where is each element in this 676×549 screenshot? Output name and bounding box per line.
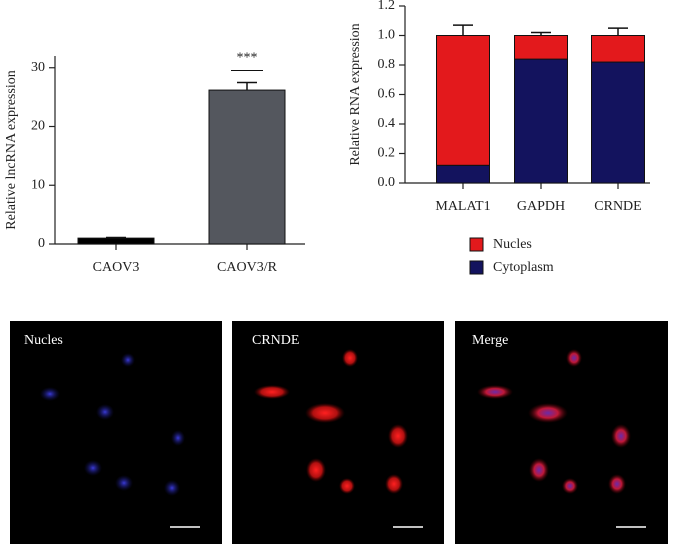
bar-segment — [436, 164, 490, 184]
y-tick-label: 0.8 — [378, 57, 396, 72]
legend-label: Nucles — [493, 237, 532, 252]
y-tick-label: 30 — [31, 60, 45, 75]
y-axis-label: Relative RNA expression — [348, 23, 363, 165]
y-tick-label: 1.0 — [378, 28, 396, 43]
bar — [77, 237, 155, 245]
y-tick-label: 10 — [31, 177, 45, 192]
x-tick-label: CRNDE — [594, 199, 641, 214]
x-tick-label: GAPDH — [517, 199, 565, 214]
x-tick-label: MALAT1 — [435, 199, 490, 214]
x-tick-label: CAOV3/R — [217, 260, 278, 275]
y-tick-label: 0.6 — [378, 87, 396, 102]
y-tick-label: 0.2 — [378, 146, 396, 161]
y-tick-label: 20 — [31, 119, 45, 134]
bar-segment — [591, 61, 645, 184]
panel-crnde: CRNDE — [232, 321, 444, 544]
panel-nucles: Nucles — [10, 321, 222, 544]
y-tick-label: 0.4 — [378, 116, 396, 131]
legend-swatch — [469, 260, 484, 275]
legend-label: Cytoplasm — [493, 260, 554, 275]
bar — [208, 89, 286, 245]
x-tick-label: CAOV3 — [93, 260, 140, 275]
panel-label: Nucles — [24, 333, 63, 348]
bar-segment — [436, 35, 490, 166]
annotation: *** — [237, 51, 258, 66]
bar-segment — [514, 58, 568, 184]
legend-swatch — [469, 237, 484, 252]
y-tick-label: 1.2 — [378, 0, 396, 13]
y-tick-label: 0.0 — [378, 175, 396, 190]
panel-label: Merge — [472, 333, 508, 348]
panel-merge: Merge — [455, 321, 668, 544]
panel-label: CRNDE — [252, 333, 299, 348]
y-axis-label: Relative lncRNA expression — [4, 70, 19, 229]
y-tick-label: 0 — [38, 236, 45, 251]
bar-segment — [514, 35, 568, 60]
bar-segment — [591, 35, 645, 63]
